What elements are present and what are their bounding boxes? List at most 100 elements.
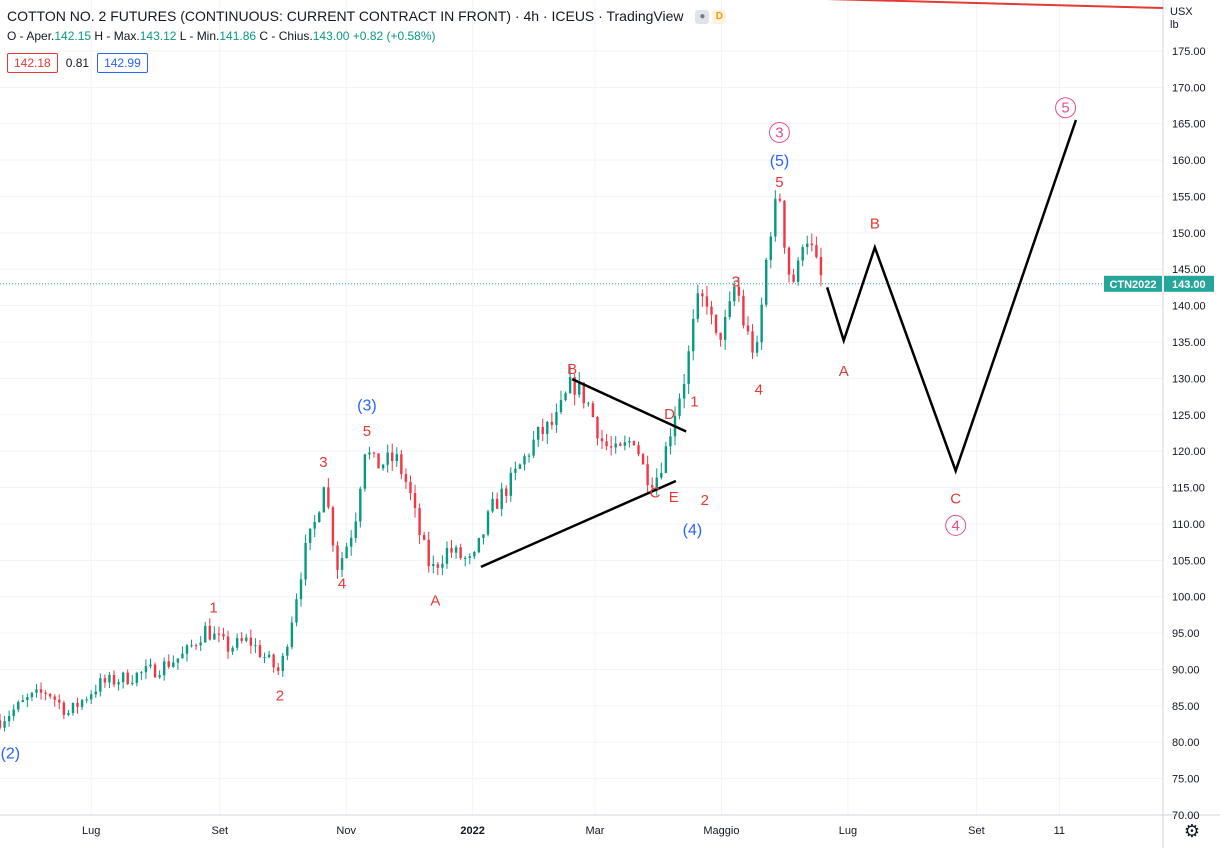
candle-body: [450, 547, 453, 553]
candle-body: [231, 647, 234, 652]
time-axis-label: Mar: [585, 825, 604, 837]
candle-body: [436, 564, 440, 568]
wave-label: C: [950, 490, 961, 507]
candle-body: [94, 691, 97, 695]
candle-body: [377, 453, 380, 469]
candle-body: [172, 662, 175, 667]
candle-body: [345, 546, 348, 559]
unit-label: lb: [1170, 19, 1179, 31]
candle-body: [546, 421, 549, 435]
currency-unit[interactable]: USX lb: [1170, 6, 1206, 32]
candle-body: [815, 245, 818, 258]
candle-body: [495, 498, 499, 509]
candle-body: [272, 654, 275, 668]
delayed-data-icon[interactable]: D: [712, 10, 727, 25]
candle-body: [477, 537, 481, 553]
trendline: [826, 0, 1164, 10]
candle-body: [117, 682, 120, 685]
time-axis-label: Set: [211, 825, 228, 837]
candle-body: [217, 633, 221, 635]
candle-body: [17, 701, 20, 710]
projection-path: [825, 119, 1078, 475]
candle-body: [619, 443, 622, 446]
wave-label: 3: [732, 274, 740, 291]
candle-body: [62, 702, 66, 715]
candle-body: [331, 507, 335, 546]
candle-body: [550, 421, 554, 425]
price-axis-label: 155.00: [1172, 191, 1206, 203]
candle-body: [418, 508, 421, 536]
candle-body: [7, 716, 11, 722]
candle-body: [26, 697, 29, 701]
wave-label: (2): [1, 745, 21, 762]
candle-body: [760, 304, 763, 343]
candle-body: [386, 452, 389, 465]
candle-body: [737, 286, 741, 296]
high-label: H - Max.: [94, 29, 140, 43]
candle-body: [190, 645, 193, 647]
candle-body: [564, 393, 567, 401]
candle-body: [336, 545, 339, 570]
wave-label: 4: [338, 576, 346, 593]
candle-body: [135, 672, 139, 683]
candle-body: [327, 487, 330, 508]
interval-label[interactable]: 4h: [523, 8, 540, 24]
candle-body: [103, 678, 107, 683]
candle-body: [796, 260, 800, 282]
price-tag-value: 143.00: [1172, 279, 1206, 291]
candle-body: [664, 446, 668, 473]
candle-body: [299, 579, 303, 600]
candle-body: [204, 625, 207, 643]
settings-gear-icon[interactable]: ⚙: [1183, 821, 1200, 841]
candle-body: [801, 247, 804, 261]
candle-body: [600, 438, 604, 442]
candle-body: [669, 436, 672, 447]
wave-label: E: [669, 489, 679, 506]
candle-body: [765, 259, 768, 305]
price-axis-label: 120.00: [1172, 446, 1206, 458]
candle-body: [404, 474, 408, 482]
price-axis-label: 115.00: [1172, 483, 1205, 495]
time-axis-label: Maggio: [703, 825, 739, 837]
candle-body: [85, 699, 88, 701]
candle-body: [67, 712, 70, 715]
candle-body: [518, 464, 522, 469]
candle-body: [678, 398, 681, 416]
close-value: 143.00: [312, 29, 350, 43]
candle-body: [381, 464, 385, 469]
candle-body: [714, 314, 718, 333]
candle-body: [281, 655, 284, 672]
price-axis-label: 90.00: [1172, 664, 1200, 676]
candle-body: [240, 638, 243, 641]
candle-body: [263, 656, 266, 658]
candle-body: [769, 236, 772, 260]
price-tag-symbol-bg: [1104, 275, 1162, 292]
price-axis-label: 75.00: [1172, 774, 1200, 786]
candle-body: [422, 535, 426, 540]
price-tag-symbol: CTN2022: [1109, 279, 1156, 291]
close-label: C - Chius.: [259, 29, 313, 43]
price-axis-label: 175.00: [1172, 46, 1206, 58]
candle-body: [391, 452, 394, 462]
platform-label: TradingView: [606, 8, 684, 24]
buy-price-button[interactable]: 142.99: [97, 53, 148, 73]
price-axis-label: 125.00: [1172, 410, 1206, 422]
candle-body: [99, 678, 102, 692]
candle-body: [792, 274, 795, 282]
candle-body: [582, 382, 585, 404]
candle-body: [349, 537, 353, 547]
candle-body: [153, 664, 157, 678]
candle-body: [655, 477, 658, 488]
time-axis-label: Set: [968, 825, 985, 837]
candle-body: [112, 674, 116, 685]
sell-price-button[interactable]: 142.18: [7, 53, 58, 73]
candle-body: [609, 446, 613, 448]
candle-body: [167, 661, 170, 667]
candle-body: [578, 382, 581, 395]
candle-body: [632, 441, 636, 446]
trendline: [480, 479, 677, 569]
chart-header: COTTON NO. 2 FUTURES (CONTINUOUS: CURREN…: [7, 8, 727, 25]
candle-body: [226, 636, 230, 652]
currency-label: USX: [1170, 6, 1193, 18]
